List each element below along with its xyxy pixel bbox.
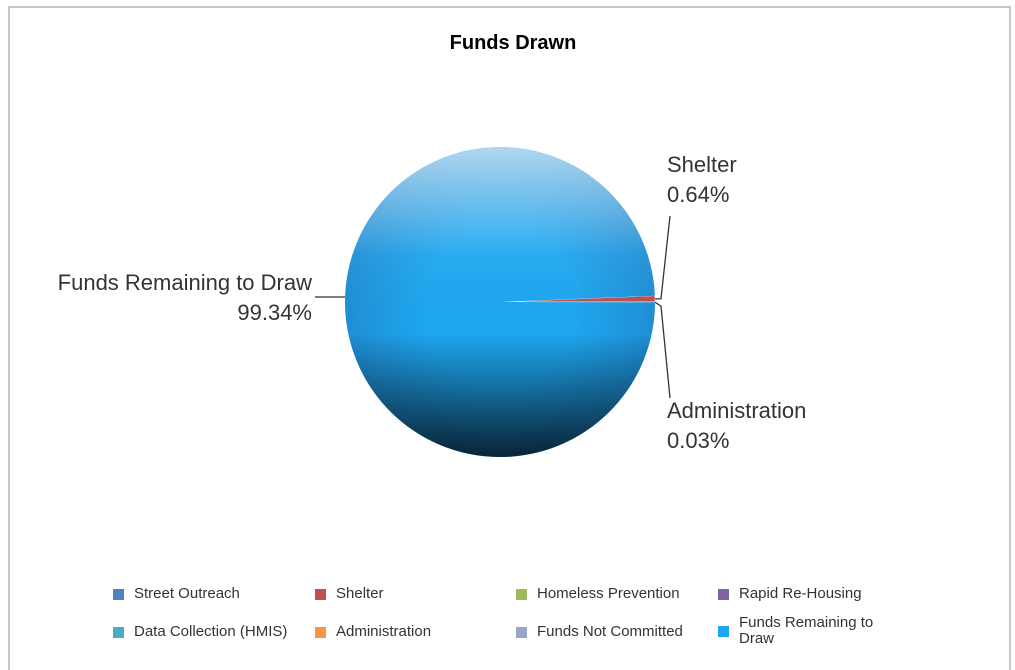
legend-label: Funds Not Committed	[537, 623, 683, 640]
legend-swatch	[516, 588, 527, 600]
legend-label: Administration	[336, 623, 432, 640]
legend-item-funds-not-committed[interactable]: Funds Not Committed	[516, 624, 683, 640]
chart-legend: Street Outreach Shelter Homeless Prevent…	[0, 578, 1015, 668]
legend-item-rapid-re-housing[interactable]: Rapid Re-Housing	[718, 586, 862, 602]
pie-chart: Funds Drawn Shelter 0.64% Administration…	[58, 32, 806, 457]
data-label-shelter-name: Shelter	[667, 152, 737, 177]
leader-line-shelter	[654, 215, 671, 300]
chart-frame	[8, 6, 1011, 670]
legend-label: Shelter	[336, 585, 384, 602]
legend-swatch	[516, 626, 527, 638]
label-leader-lines	[315, 215, 671, 399]
data-label-funds-remaining-name: Funds Remaining to Draw	[58, 270, 312, 295]
data-label-funds-remaining-percent: 99.34%	[237, 300, 312, 325]
leader-line-administration	[654, 301, 671, 399]
legend-item-homeless-prevention[interactable]: Homeless Prevention	[516, 586, 680, 602]
legend-swatch	[113, 626, 124, 638]
legend-label: Data Collection (HMIS)	[134, 623, 288, 640]
data-label-administration-percent: 0.03%	[667, 428, 729, 453]
legend-swatch	[718, 588, 729, 600]
pie-slices	[344, 146, 656, 457]
data-label-shelter-percent: 0.64%	[667, 182, 729, 207]
legend-item-data-collection-hmis[interactable]: Data Collection (HMIS)	[113, 624, 287, 640]
legend-swatch	[315, 588, 326, 600]
legend-label: Rapid Re-Housing	[739, 585, 862, 602]
legend-item-street-outreach[interactable]: Street Outreach	[113, 586, 240, 602]
legend-item-administration[interactable]: Administration	[315, 624, 431, 640]
legend-label: Homeless Prevention	[537, 585, 680, 602]
chart-title: Funds Drawn	[450, 32, 577, 54]
legend-swatch	[718, 625, 729, 637]
legend-item-shelter[interactable]: Shelter	[315, 586, 384, 602]
legend-label: Street Outreach	[134, 585, 240, 602]
data-label-administration-name: Administration	[667, 398, 806, 423]
legend-item-funds-remaining-to-draw[interactable]: Funds Remaining to Draw	[718, 615, 889, 647]
legend-swatch	[113, 588, 124, 600]
legend-swatch	[315, 626, 326, 638]
legend-label: Funds Remaining to Draw	[739, 614, 874, 647]
